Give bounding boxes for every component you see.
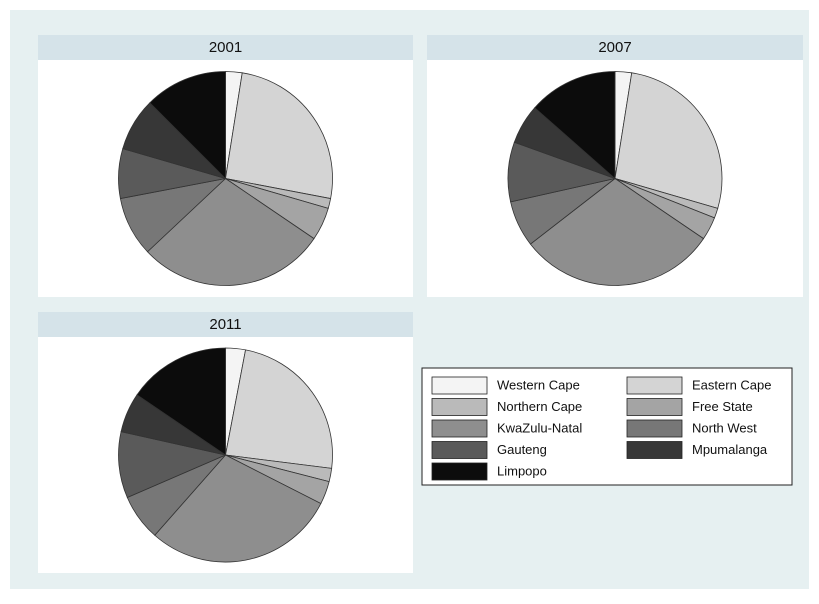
panel-title: 2001 — [209, 39, 242, 56]
legend-label: KwaZulu-Natal — [497, 420, 582, 435]
legend-label: Free State — [692, 399, 753, 414]
legend-swatch — [626, 441, 683, 459]
legend-swatch — [431, 462, 488, 481]
panel-header — [38, 35, 413, 60]
pie-slice — [154, 454, 322, 563]
pie-slice — [614, 72, 723, 209]
legend-swatch — [626, 376, 683, 395]
legend-swatch — [431, 419, 488, 438]
pie-slice — [534, 71, 616, 180]
pie-slice — [149, 71, 226, 180]
legend-label: Limpopo — [497, 463, 547, 478]
pie-slice — [225, 72, 333, 200]
legend-label: Mpumalanga — [692, 442, 768, 457]
pie-slice — [225, 349, 333, 469]
panel-header — [427, 35, 803, 60]
pie-slice — [136, 347, 226, 456]
panel-title: 2007 — [598, 39, 631, 56]
pie-slice — [529, 178, 705, 286]
legend-label: Eastern Cape — [692, 377, 772, 392]
legend-swatch — [626, 419, 683, 438]
legend-swatch — [431, 441, 488, 459]
legend-swatch — [431, 398, 488, 416]
pie-slice — [146, 177, 315, 286]
panel-header — [38, 312, 413, 337]
legend-swatch — [626, 398, 683, 416]
legend-label: Western Cape — [497, 377, 580, 392]
panel-title: 2011 — [209, 316, 241, 333]
legend-label: North West — [692, 420, 757, 435]
legend-label: Northern Cape — [497, 399, 582, 414]
legend-label: Gauteng — [497, 442, 547, 457]
legend-swatch — [431, 376, 488, 395]
